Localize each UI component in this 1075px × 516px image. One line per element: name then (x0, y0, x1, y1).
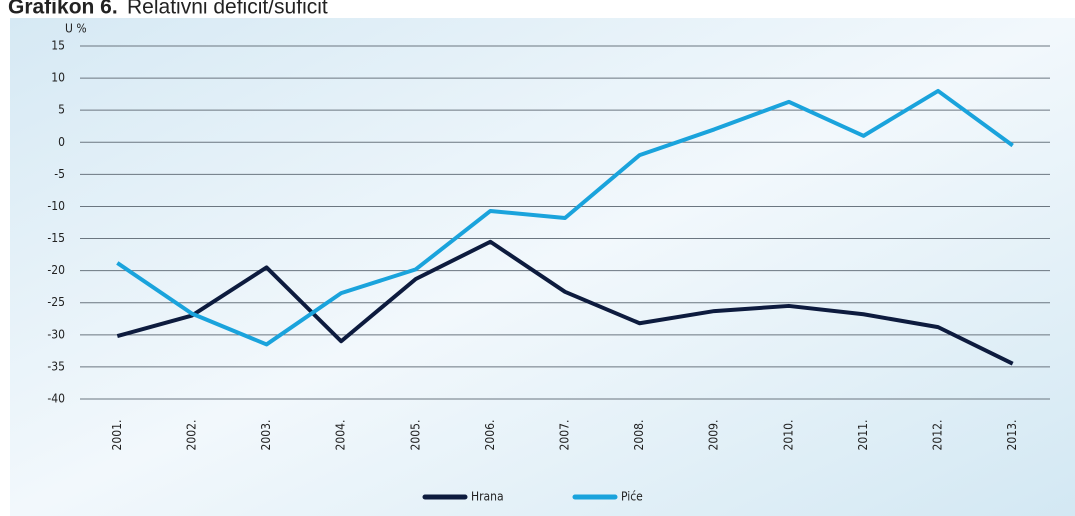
x-tick-label: 2003. (259, 420, 273, 451)
y-tick-label: -40 (47, 392, 65, 406)
x-tick-label: 2002. (184, 420, 198, 451)
x-tick-label: 2007. (558, 420, 572, 451)
y-tick-label: -25 (47, 295, 65, 309)
y-tick-label: 0 (58, 135, 65, 149)
chart-background (10, 18, 1075, 516)
x-tick-label: 2012. (931, 420, 945, 451)
x-tick-label: 2011. (856, 420, 870, 451)
x-tick-label: 2013. (1005, 420, 1019, 451)
legend-label: Piće (621, 490, 643, 504)
legend-label: Hrana (471, 490, 504, 504)
line-series (116, 239, 1014, 366)
x-tick-label: 2009. (707, 420, 721, 451)
y-tick-label: -35 (47, 359, 65, 373)
x-tick-label: 2005. (408, 420, 422, 451)
chart-title: Relativni deficit/suficit (127, 0, 328, 19)
x-tick-label: 2006. (483, 420, 497, 451)
y-tick-label: 10 (51, 71, 65, 85)
y-tick-label: -15 (47, 231, 65, 245)
y-tick-label: -30 (47, 327, 65, 341)
x-tick-label: 2010. (781, 420, 795, 451)
y-tick-label: 5 (58, 103, 65, 117)
x-tick-label: 2008. (632, 420, 646, 451)
line-series (116, 88, 1014, 347)
y-tick-label: -5 (54, 167, 65, 181)
chart-title-number: Grafikon 6. (8, 0, 118, 19)
y-axis-label: U % (65, 22, 87, 36)
y-tick-label: -20 (47, 263, 65, 277)
x-tick-label: 2004. (334, 420, 348, 451)
y-tick-label: -10 (47, 199, 65, 213)
x-tick-label: 2001. (110, 420, 124, 451)
y-tick-label: 15 (51, 39, 65, 53)
